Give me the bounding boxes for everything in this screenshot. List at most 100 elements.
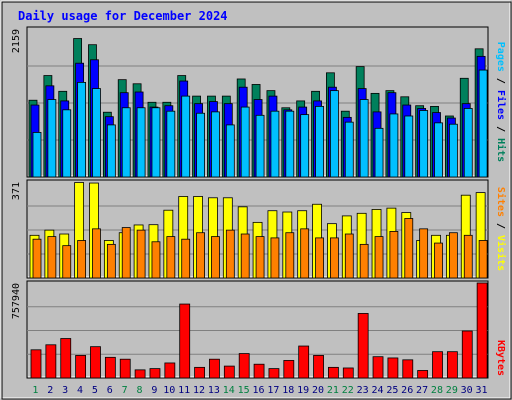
- day-1: [28, 99, 42, 178]
- day-20: [312, 203, 324, 279]
- x-tick-label: 31: [476, 385, 488, 396]
- day-8: [134, 369, 146, 379]
- bar-pages: [300, 114, 310, 178]
- day-2: [43, 75, 57, 178]
- bar-pages: [151, 107, 161, 178]
- bar-sites: [330, 237, 339, 279]
- bar-sites: [255, 236, 265, 279]
- bar-pages: [270, 110, 280, 178]
- bar-sites: [374, 236, 384, 279]
- x-tick-label: 11: [178, 385, 190, 396]
- x-tick-label: 7: [122, 385, 128, 396]
- day-12: [193, 196, 205, 279]
- bar-kbytes: [238, 353, 250, 379]
- x-tick-label: 1: [32, 385, 38, 396]
- x-tick-label: 10: [163, 385, 175, 396]
- x-tick-label: 17: [267, 385, 279, 396]
- day-16: [252, 221, 265, 279]
- bar-kbytes: [194, 366, 205, 379]
- bar-kbytes: [30, 349, 42, 379]
- day-22: [340, 110, 354, 178]
- bar-kbytes: [90, 346, 101, 379]
- day-31: [475, 192, 488, 279]
- chart-panels: 2159 371 757940 Pages / Files / Hits Sites /…: [11, 26, 507, 379]
- day-7: [117, 79, 131, 178]
- bar-pages: [359, 99, 369, 178]
- bar-kbytes: [164, 362, 176, 379]
- bar-sites: [285, 232, 295, 279]
- x-tick-label: 3: [62, 385, 68, 396]
- bar-pages: [62, 109, 72, 178]
- bar-sites: [225, 229, 235, 279]
- bar-kbytes: [328, 366, 339, 379]
- x-tick-label: 6: [107, 385, 113, 396]
- bar-pages: [463, 108, 473, 178]
- bar-pages: [315, 105, 324, 178]
- bar-sites: [478, 240, 488, 279]
- day-17: [267, 210, 280, 279]
- day-21: [327, 223, 339, 279]
- bar-pages: [330, 90, 339, 178]
- day-31: [474, 48, 488, 178]
- day-19: [297, 210, 310, 279]
- bar-kbytes: [283, 360, 295, 379]
- bar-sites: [181, 238, 191, 279]
- bar-kbytes: [209, 358, 220, 379]
- day-5: [89, 182, 101, 279]
- day-10: [163, 209, 176, 279]
- bar-kbytes: [446, 351, 458, 379]
- x-tick-label: 4: [77, 385, 83, 396]
- day-13: [207, 95, 220, 178]
- day-14: [221, 95, 235, 178]
- bar-pages: [419, 110, 429, 178]
- x-tick-label: 14: [223, 385, 235, 396]
- day-16: [253, 363, 265, 379]
- bar-sites: [404, 218, 414, 279]
- bar-sites: [211, 236, 220, 279]
- bar-pages: [211, 111, 220, 178]
- bar-sites: [344, 233, 354, 279]
- bar-sites: [136, 229, 146, 279]
- day-1: [30, 349, 42, 379]
- bar-kbytes: [179, 303, 191, 379]
- day-29: [445, 232, 458, 279]
- day-28: [431, 234, 443, 279]
- day-25: [387, 357, 399, 379]
- bar-kbytes: [75, 355, 87, 379]
- bar-pages: [106, 124, 116, 178]
- day-19: [298, 345, 310, 379]
- bar-sites: [106, 243, 116, 279]
- bar-sites: [47, 236, 57, 279]
- x-tick-label: 20: [312, 385, 324, 396]
- bar-kbytes: [387, 357, 399, 379]
- day-17: [268, 368, 280, 379]
- day-8: [132, 83, 146, 178]
- day-3: [60, 338, 72, 379]
- y-max-label: 371: [11, 182, 22, 200]
- day-21: [328, 366, 339, 379]
- legend-visits-sites: Sites / Visits: [495, 187, 507, 271]
- bar-sites: [32, 238, 42, 279]
- day-31: [476, 282, 488, 379]
- day-15: [238, 353, 250, 379]
- day-28: [430, 105, 443, 178]
- day-13: [208, 197, 220, 279]
- bar-pages: [389, 113, 399, 178]
- day-21: [326, 72, 339, 178]
- bar-sites: [389, 231, 399, 279]
- bar-pages: [344, 121, 354, 178]
- day-20: [311, 90, 324, 178]
- day-11: [179, 303, 191, 379]
- day-29: [446, 351, 458, 379]
- day-10: [162, 101, 176, 178]
- day-23: [357, 313, 369, 379]
- legend-kbytes: KBytes: [495, 340, 506, 376]
- x-tick-label: 2: [47, 385, 53, 396]
- bar-pages: [225, 124, 235, 178]
- bar-pages: [136, 107, 146, 178]
- bar-kbytes: [253, 363, 265, 379]
- bar-kbytes: [417, 370, 429, 379]
- bar-sites: [121, 227, 131, 279]
- x-tick-label: 22: [342, 385, 354, 396]
- day-11: [177, 75, 191, 178]
